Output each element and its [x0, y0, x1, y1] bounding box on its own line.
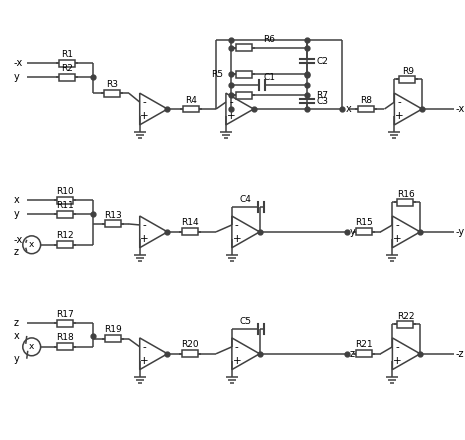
Text: +: +	[395, 111, 404, 121]
Bar	[183, 106, 199, 113]
Bar	[58, 197, 73, 204]
Text: -: -	[143, 220, 146, 230]
Text: R14: R14	[181, 219, 199, 227]
Text: +: +	[232, 356, 241, 366]
Text: R16: R16	[398, 190, 415, 199]
Text: R7: R7	[316, 91, 328, 99]
Text: C5: C5	[240, 316, 252, 326]
Text: -: -	[235, 342, 239, 352]
Text: R11: R11	[57, 201, 74, 209]
Text: +: +	[393, 234, 402, 244]
Text: y: y	[14, 354, 20, 364]
Text: x: x	[346, 104, 352, 114]
Bar	[358, 106, 373, 113]
Text: +: +	[140, 111, 149, 121]
Text: C2: C2	[316, 57, 328, 66]
Bar	[236, 71, 252, 78]
Text: +: +	[226, 111, 235, 121]
Text: +: +	[393, 356, 402, 366]
Bar	[236, 44, 252, 51]
Text: y: y	[350, 227, 356, 237]
Text: +: +	[140, 356, 149, 366]
Text: R6: R6	[263, 35, 275, 44]
Bar	[356, 228, 372, 235]
Text: R18: R18	[57, 334, 74, 342]
Text: x: x	[14, 195, 20, 205]
Bar	[356, 350, 372, 357]
Text: z: z	[14, 318, 19, 328]
Text: R2: R2	[61, 64, 73, 73]
Text: R12: R12	[57, 231, 74, 240]
Text: -z: -z	[456, 349, 465, 359]
Bar	[58, 241, 73, 248]
Text: -: -	[235, 220, 239, 230]
Text: -: -	[395, 342, 399, 352]
Text: -y: -y	[456, 227, 465, 237]
Bar	[58, 343, 73, 350]
Text: C4: C4	[240, 194, 252, 204]
Bar	[104, 90, 120, 97]
Text: R1: R1	[61, 50, 73, 59]
Bar	[182, 350, 198, 357]
Text: R22: R22	[398, 312, 415, 321]
Bar	[60, 60, 75, 67]
Text: R17: R17	[57, 310, 74, 319]
Text: R9: R9	[402, 67, 414, 76]
Text: -: -	[229, 97, 233, 107]
Text: x: x	[29, 342, 34, 351]
Text: R10: R10	[57, 187, 74, 196]
Text: -: -	[398, 97, 401, 107]
Text: R4: R4	[186, 95, 197, 105]
Text: x: x	[29, 240, 34, 249]
Text: R19: R19	[104, 326, 122, 334]
Bar	[58, 211, 73, 217]
Bar	[398, 199, 413, 205]
Text: z: z	[350, 349, 355, 359]
Text: R21: R21	[355, 341, 372, 349]
Bar	[236, 92, 252, 99]
Bar	[60, 74, 75, 81]
Text: C1: C1	[263, 73, 275, 82]
Text: R15: R15	[355, 219, 372, 227]
Bar	[398, 321, 413, 327]
Text: -: -	[143, 97, 146, 107]
Text: y: y	[14, 72, 20, 82]
Text: R3: R3	[106, 80, 118, 89]
Text: R20: R20	[181, 341, 199, 349]
Bar	[105, 220, 121, 227]
Bar	[182, 228, 198, 235]
Text: +: +	[140, 234, 149, 244]
Text: R13: R13	[104, 211, 122, 220]
Text: -x: -x	[14, 235, 23, 245]
Bar	[58, 319, 73, 326]
Text: -x: -x	[14, 59, 23, 69]
Text: z: z	[14, 247, 19, 257]
Text: -: -	[395, 220, 399, 230]
Text: -x: -x	[456, 104, 465, 114]
Bar	[105, 335, 121, 342]
Text: R5: R5	[211, 70, 223, 79]
Text: -: -	[143, 342, 146, 352]
Text: R8: R8	[359, 95, 372, 105]
Text: y: y	[14, 209, 20, 219]
Text: C3: C3	[316, 97, 328, 106]
Text: x: x	[14, 331, 20, 341]
Text: +: +	[232, 234, 241, 244]
Bar	[399, 76, 415, 83]
